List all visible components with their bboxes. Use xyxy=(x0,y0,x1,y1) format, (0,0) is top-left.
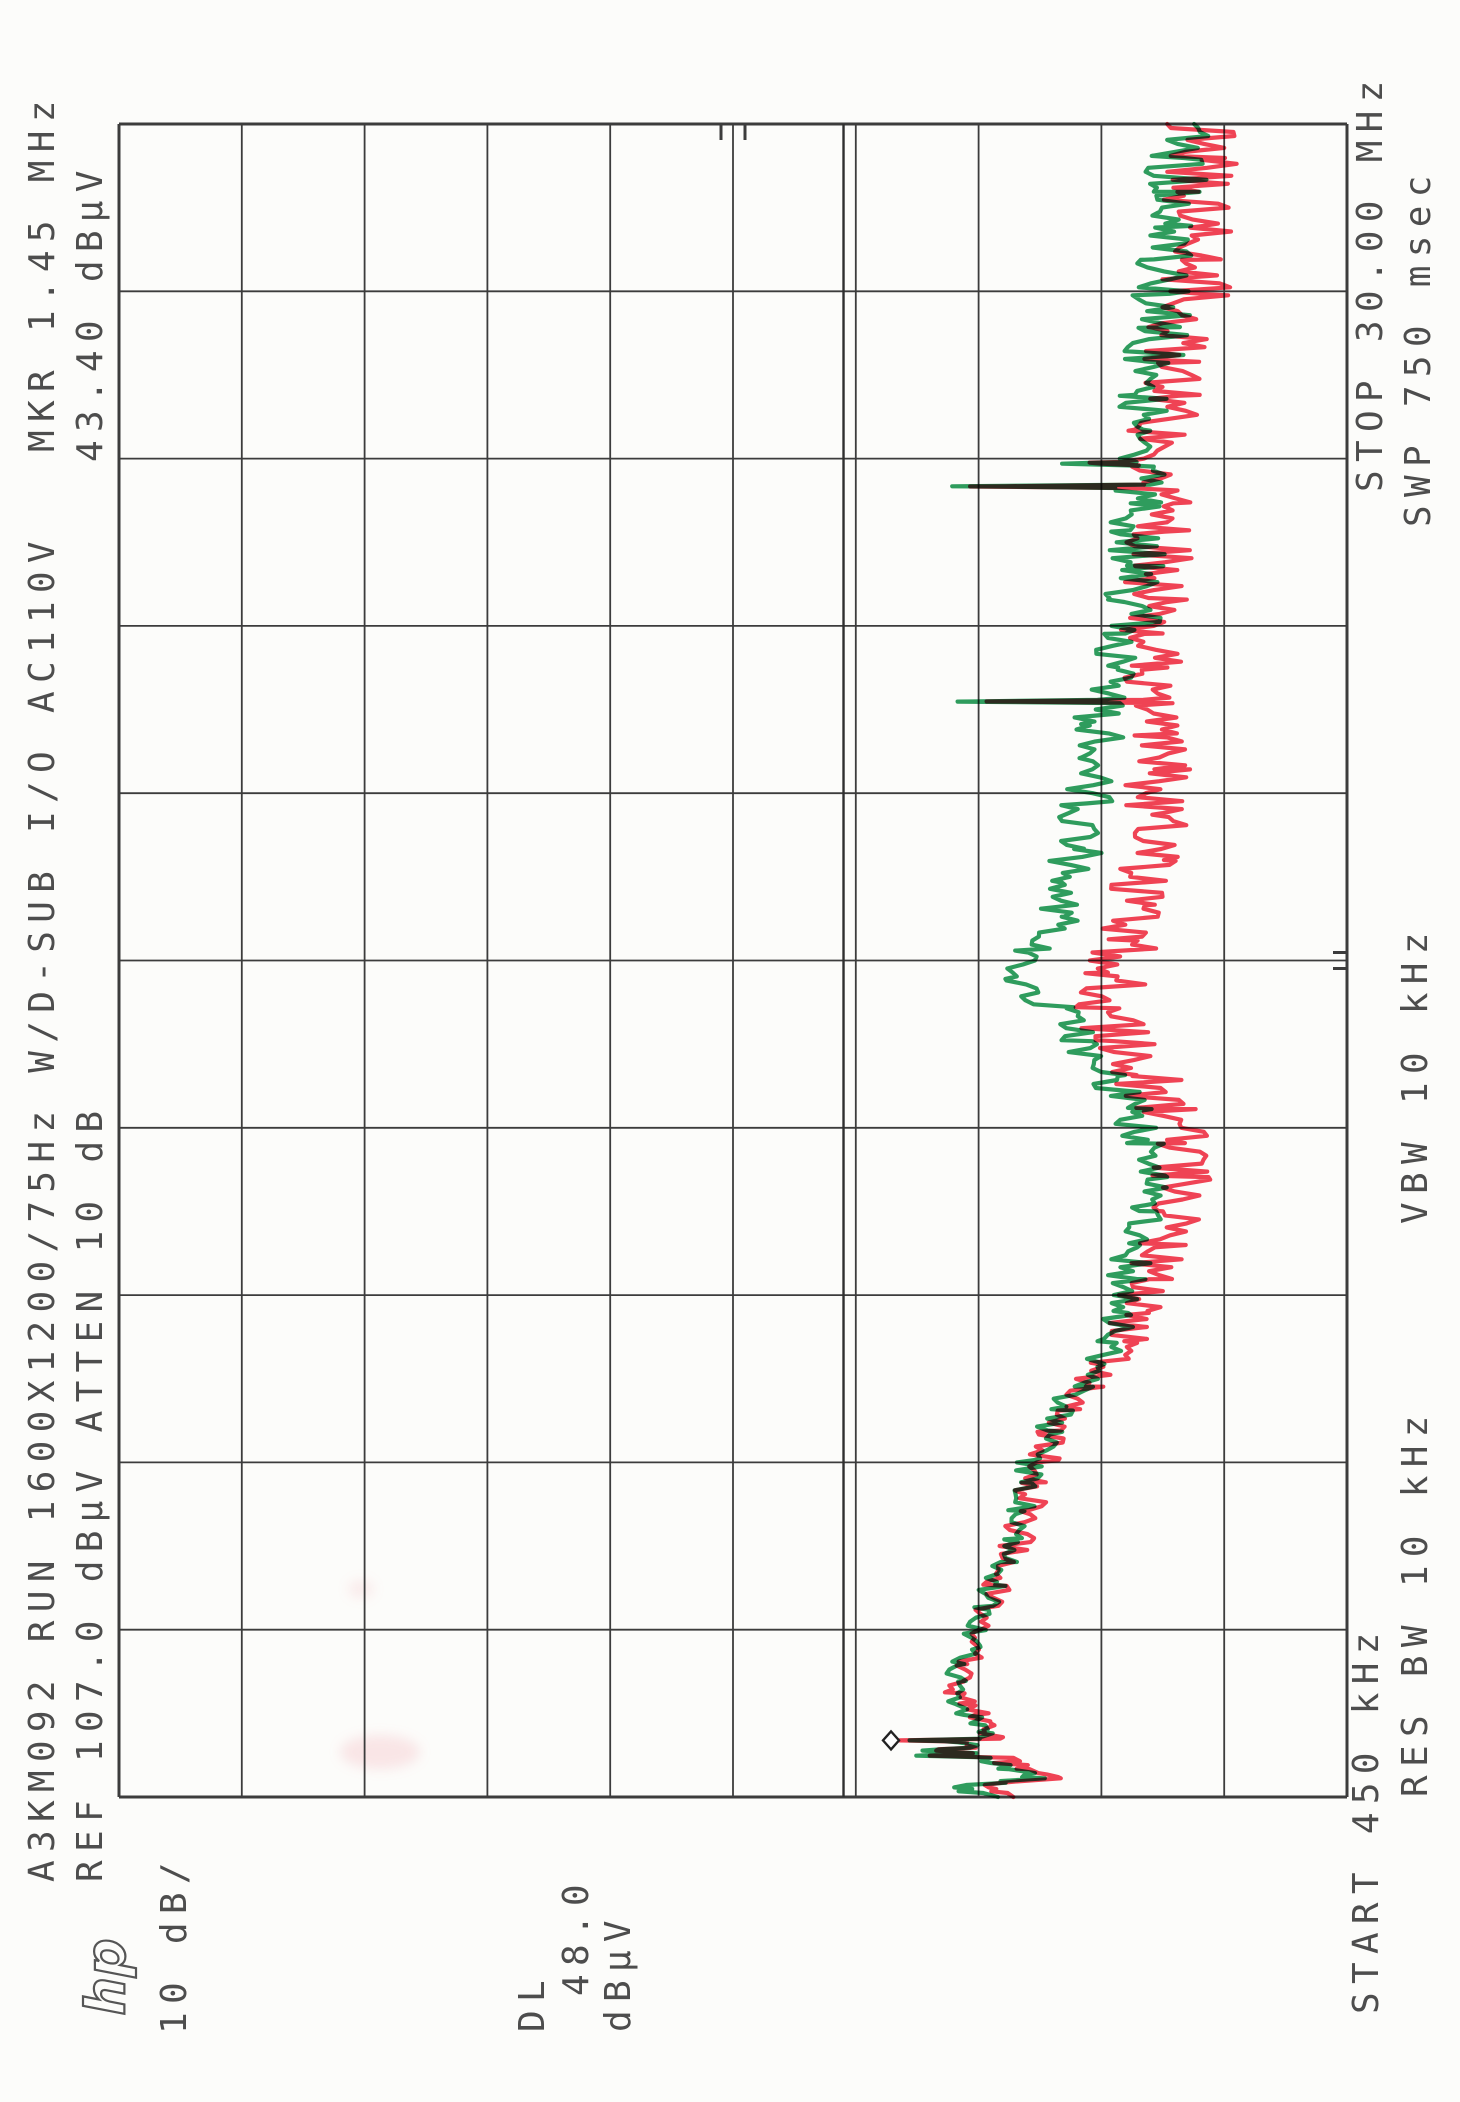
display-line-value: 48.0 xyxy=(556,1876,597,1996)
scale-label: 10 dB/ xyxy=(154,1854,195,2034)
sweep-label: SWP 750 msec xyxy=(1398,167,1439,527)
ref-atten-label: REF 107.0 dBμV ATTEN 10 dB xyxy=(70,1102,111,1882)
display-line-unit: dBμV xyxy=(598,1912,639,2032)
vbw-label: VBW 10 kHz xyxy=(1395,924,1436,1224)
marker-freq-label: MKR 1.45 MHz xyxy=(22,92,63,452)
hp-logo-text: hp xyxy=(75,1938,138,2015)
display-line-label: DL xyxy=(512,1972,553,2032)
title-label: A3KM092 RUN 1600X1200/75Hz W/D-SUB I/O A… xyxy=(22,533,63,1882)
stop-freq-label: STOP 30.00 MHz xyxy=(1350,72,1391,492)
start-freq-label: START 450 kHz xyxy=(1346,1624,1387,2014)
marker-amp-label: 43.40 dBμV xyxy=(70,162,111,462)
res-bw-label: RES BW 10 kHz xyxy=(1395,1407,1436,1797)
hp-logo: hp xyxy=(73,1937,138,2016)
scan-artifact-smudge xyxy=(348,1580,374,1598)
marker-diamond xyxy=(881,1729,901,1752)
scan-artifact-smudge xyxy=(340,1735,420,1769)
